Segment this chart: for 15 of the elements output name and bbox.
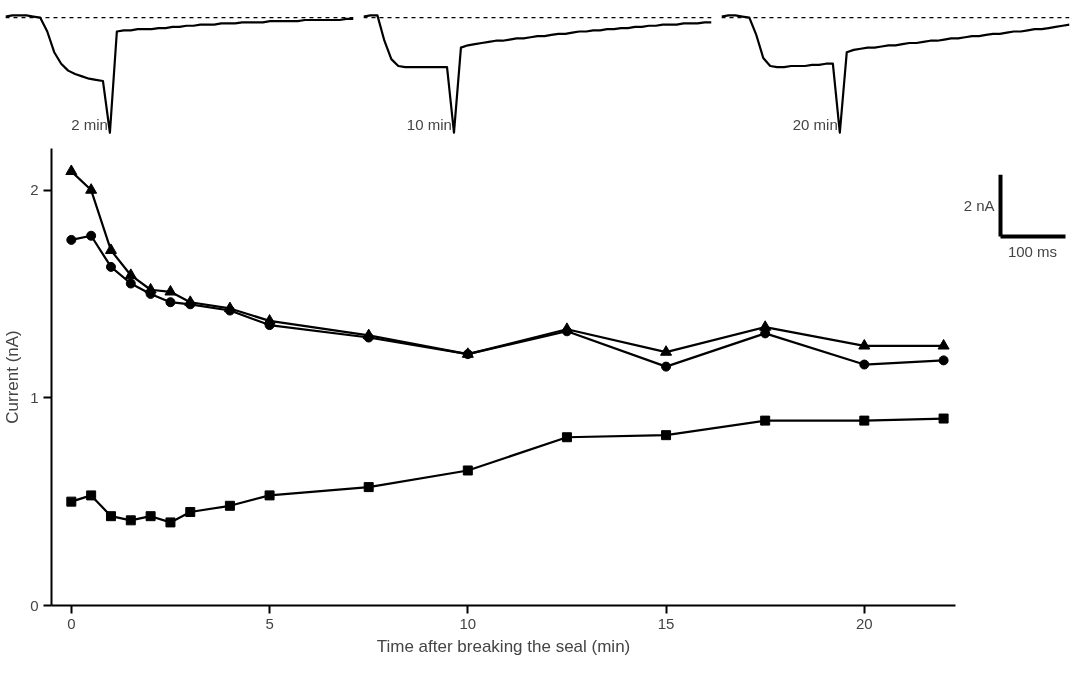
text: 2 nA: [963, 197, 995, 215]
annotation: 10 min: [406, 115, 452, 133]
text: 100 ms: [1007, 243, 1058, 261]
x-tick-label: 20: [855, 614, 873, 632]
x-tick-label: 15: [657, 614, 675, 632]
x-tick-label: 10: [459, 614, 477, 632]
y-tick-label: 0: [30, 596, 39, 614]
annotation: 20 min: [792, 115, 838, 133]
y-tick-label: 2: [30, 181, 39, 199]
x-tick-label: 5: [265, 614, 274, 632]
x-tick-label: 0: [67, 614, 76, 632]
y-tick-label: 1: [30, 388, 39, 406]
y-axis-title: Current (nA): [3, 330, 23, 424]
x-axis-title: Time after breaking the seal (min): [376, 636, 631, 656]
annotation: 2 min: [71, 115, 108, 133]
